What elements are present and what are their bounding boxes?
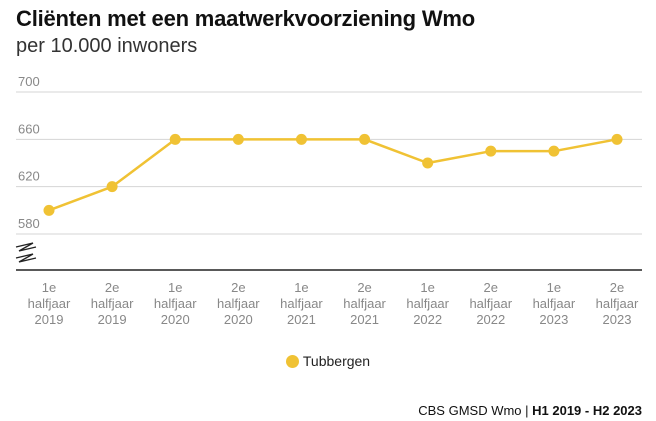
x-tick-line: 1e [547,280,561,295]
footer-source: CBS GMSD Wmo [418,403,522,418]
x-tick-line: 2021 [287,312,316,327]
legend-label: Tubbergen [302,353,371,369]
footer-separator: | [521,403,533,418]
chart-subtitle: per 10.000 inwoners [16,35,198,57]
x-tick-line: 2022 [476,312,505,327]
x-tick-line: 2022 [413,312,442,327]
axis-break-icon [15,242,37,252]
y-tick-580: 580 [18,216,40,231]
x-tick-label: 2e halfjaar 2019 [91,280,134,327]
series-line [48,138,618,212]
x-tick-line: halfjaar [533,296,576,311]
x-tick-line: 2020 [224,312,253,327]
data-point [548,145,560,157]
x-tick-label: 2e halfjaar 2021 [343,280,386,327]
data-point [611,133,623,145]
data-point [43,204,55,216]
x-tick-line: 1e [42,280,56,295]
x-tick-label: 2e halfjaar 2022 [469,280,512,327]
x-tick-line: halfjaar [91,296,134,311]
legend: Tubbergen [0,353,656,369]
y-tick-700: 700 [18,74,40,89]
x-tick-line: 2e [484,280,498,295]
x-tick-label: 1e halfjaar 2023 [533,280,576,327]
data-point [359,133,371,145]
series-tubbergen [43,133,623,216]
y-tick-labels: 580 620 660 700 [18,74,40,231]
y-tick-620: 620 [18,169,40,184]
x-tick-line: 2e [610,280,624,295]
data-point [422,157,434,169]
source-footer: CBS GMSD Wmo | H1 2019 - H2 2023 [418,403,642,418]
x-tick-line: 2e [105,280,119,295]
y-tick-660: 660 [18,121,40,136]
x-tick-line: 2e [231,280,245,295]
x-tick-line: halfjaar [280,296,323,311]
x-tick-label: 1e halfjaar 2022 [406,280,449,327]
x-tick-line: halfjaar [469,296,512,311]
x-tick-line: 1e [168,280,182,295]
data-point [232,133,244,145]
x-tick-line: halfjaar [217,296,260,311]
x-tick-line: halfjaar [406,296,449,311]
data-point [106,181,118,193]
x-tick-line: halfjaar [343,296,386,311]
x-tick-line: 1e [294,280,308,295]
x-tick-line: 2023 [603,312,632,327]
x-tick-line: halfjaar [154,296,197,311]
data-point [485,145,497,157]
x-tick-line: 2021 [350,312,379,327]
x-tick-label: 2e halfjaar 2020 [217,280,260,327]
chart-title: Cliënten met een maatwerkvoorziening Wmo [16,6,475,31]
grid-lines [16,91,642,235]
legend-dot-icon [285,355,299,368]
x-axis [15,242,642,271]
x-tick-line: 2e [357,280,371,295]
x-tick-line: halfjaar [28,296,71,311]
x-tick-line: 2019 [35,312,64,327]
x-tick-line: 1e [420,280,434,295]
x-tick-label: 1e halfjaar 2019 [28,280,71,327]
axis-break-icon-lower [15,253,37,263]
x-tick-label: 2e halfjaar 2023 [596,280,639,327]
footer-range: H1 2019 - H2 2023 [532,403,642,418]
x-tick-line: 2020 [161,312,190,327]
x-tick-line: 2023 [539,312,568,327]
data-point [295,133,307,145]
x-tick-line: 2019 [98,312,127,327]
x-tick-line: halfjaar [596,296,639,311]
x-tick-label: 1e halfjaar 2020 [154,280,197,327]
data-point [169,133,181,145]
x-tick-label: 1e halfjaar 2021 [280,280,323,327]
